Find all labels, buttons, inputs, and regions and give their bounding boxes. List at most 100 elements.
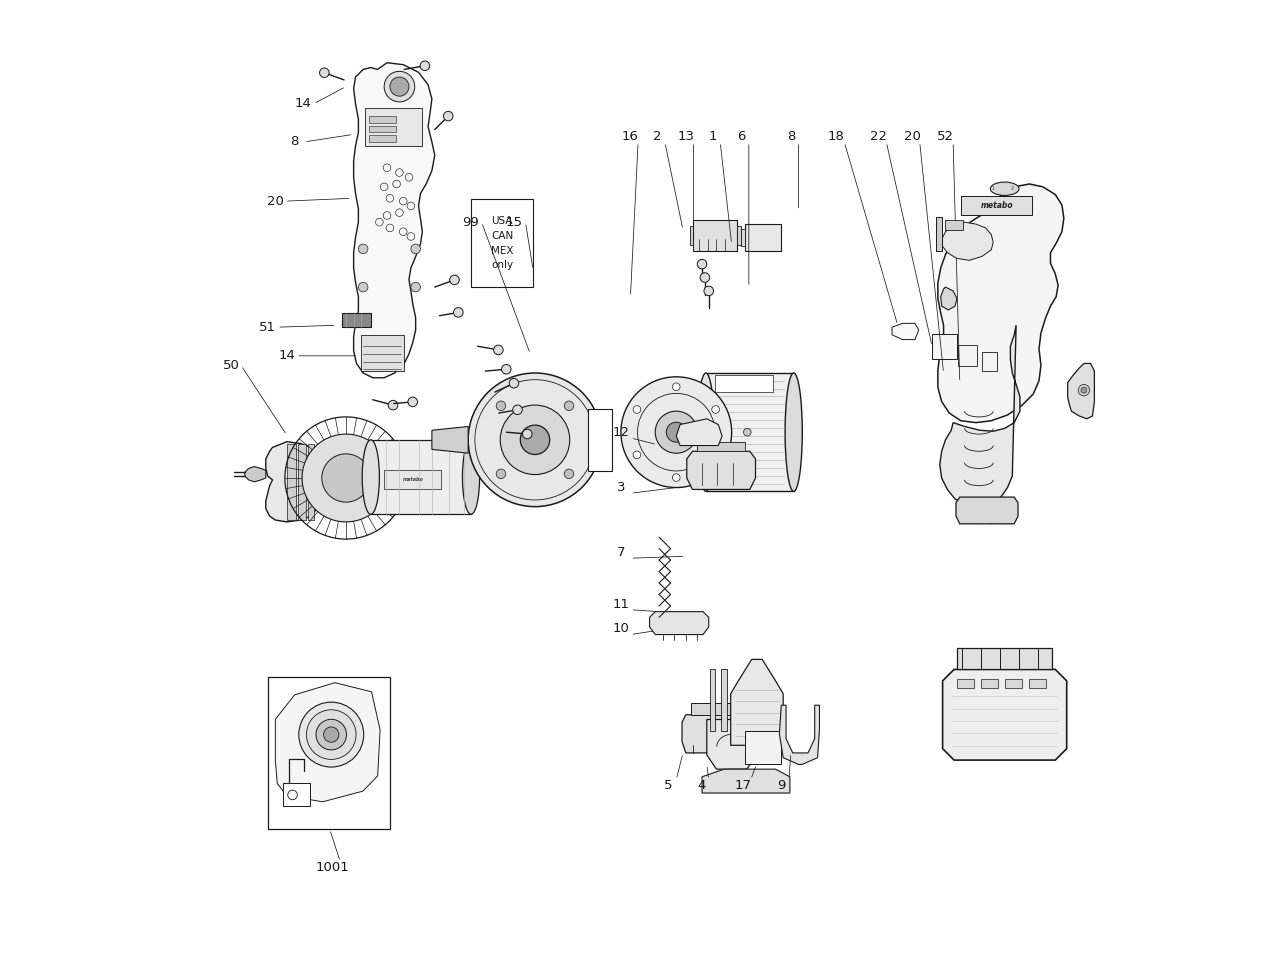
Text: 3: 3	[617, 481, 625, 494]
Circle shape	[388, 401, 398, 410]
Circle shape	[306, 709, 356, 759]
Bar	[1005, 679, 1021, 688]
Bar	[361, 335, 404, 371]
Circle shape	[564, 469, 573, 479]
Bar	[709, 669, 716, 731]
Text: 51: 51	[260, 320, 276, 334]
Polygon shape	[694, 220, 737, 250]
Polygon shape	[431, 426, 468, 453]
Circle shape	[634, 405, 641, 413]
Circle shape	[660, 428, 668, 436]
Text: 8: 8	[787, 130, 795, 142]
Text: 4: 4	[696, 779, 705, 792]
Circle shape	[420, 61, 430, 71]
Circle shape	[411, 244, 420, 253]
Polygon shape	[780, 706, 819, 765]
Circle shape	[520, 425, 549, 454]
Circle shape	[701, 387, 709, 395]
Circle shape	[298, 702, 364, 767]
Text: 22: 22	[870, 130, 887, 142]
Bar	[961, 196, 1033, 215]
Text: 6: 6	[737, 130, 745, 142]
Ellipse shape	[785, 373, 803, 491]
Polygon shape	[942, 669, 1066, 760]
Text: 7: 7	[617, 546, 625, 559]
Polygon shape	[690, 226, 694, 245]
Circle shape	[700, 272, 709, 282]
Text: 13: 13	[677, 130, 694, 142]
Bar	[307, 444, 314, 520]
Polygon shape	[1068, 363, 1094, 419]
Text: 20: 20	[268, 195, 284, 207]
Text: 1001: 1001	[316, 861, 349, 874]
Circle shape	[449, 275, 460, 285]
Polygon shape	[737, 226, 741, 245]
Polygon shape	[957, 648, 1052, 669]
Circle shape	[655, 411, 698, 453]
Text: 18: 18	[827, 130, 844, 142]
Bar	[471, 199, 532, 287]
Polygon shape	[741, 228, 745, 246]
Text: 2: 2	[653, 130, 662, 142]
Polygon shape	[649, 612, 709, 635]
Circle shape	[1078, 384, 1089, 396]
Text: 14: 14	[278, 349, 296, 362]
Text: 17: 17	[735, 779, 751, 792]
Bar	[371, 440, 471, 514]
Circle shape	[497, 469, 506, 479]
Text: 12: 12	[612, 425, 630, 439]
Polygon shape	[701, 770, 790, 793]
Polygon shape	[266, 442, 317, 522]
Circle shape	[667, 423, 686, 442]
Bar	[716, 375, 773, 392]
Circle shape	[634, 451, 641, 459]
Polygon shape	[682, 715, 745, 753]
Bar	[957, 679, 974, 688]
Circle shape	[502, 364, 511, 374]
Circle shape	[672, 474, 680, 482]
Text: 1: 1	[708, 130, 717, 142]
Polygon shape	[745, 731, 781, 765]
Bar	[932, 334, 957, 358]
Text: 20: 20	[904, 130, 920, 142]
Circle shape	[358, 244, 367, 253]
Circle shape	[672, 383, 680, 391]
Bar	[589, 408, 612, 471]
Circle shape	[698, 259, 707, 269]
Bar	[982, 352, 997, 371]
Text: 15: 15	[506, 216, 522, 228]
Circle shape	[744, 428, 751, 436]
Bar	[369, 117, 396, 123]
Text: 11: 11	[612, 598, 630, 611]
Ellipse shape	[698, 373, 714, 491]
Bar	[298, 444, 306, 520]
Bar	[936, 217, 942, 250]
Text: 2: 2	[1011, 186, 1014, 191]
Ellipse shape	[991, 182, 1019, 195]
Circle shape	[564, 401, 573, 410]
Polygon shape	[676, 419, 722, 445]
Polygon shape	[938, 184, 1064, 423]
Text: USA
CAN
MEX
only: USA CAN MEX only	[490, 216, 513, 271]
Polygon shape	[353, 63, 435, 378]
Circle shape	[384, 72, 415, 102]
Polygon shape	[940, 325, 1020, 507]
Circle shape	[468, 373, 602, 507]
Bar	[957, 345, 977, 366]
Bar	[365, 108, 422, 146]
Bar	[369, 126, 396, 133]
Polygon shape	[687, 451, 755, 489]
Circle shape	[712, 405, 719, 413]
Circle shape	[453, 308, 463, 317]
Text: metabo: metabo	[980, 202, 1014, 210]
Circle shape	[324, 727, 339, 742]
Text: 5: 5	[664, 779, 673, 792]
Circle shape	[704, 286, 713, 295]
Circle shape	[320, 68, 329, 77]
Bar	[369, 136, 396, 142]
Circle shape	[621, 377, 732, 488]
Text: 16: 16	[622, 130, 639, 142]
Circle shape	[408, 397, 417, 406]
Polygon shape	[707, 720, 756, 770]
Circle shape	[390, 77, 410, 97]
